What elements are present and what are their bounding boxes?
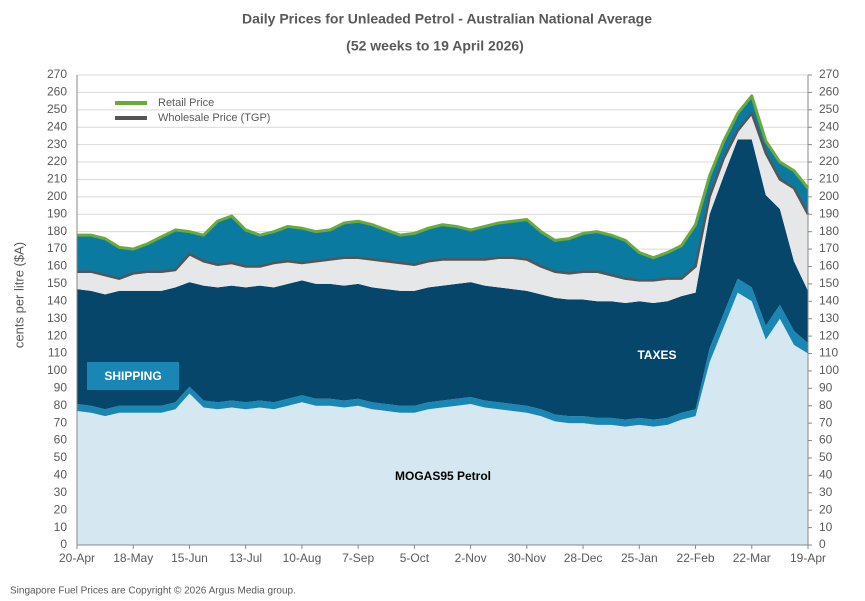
y-tick-label: 250 [47, 102, 67, 116]
band-area [77, 113, 808, 304]
y-tick-label: 240 [47, 119, 67, 133]
y2-tick-label: 100 [819, 363, 839, 377]
y-tick-label: 90 [54, 381, 68, 395]
area-label: TAXES [637, 348, 676, 362]
y-tick-label: 180 [47, 224, 67, 238]
footer: Singapore Fuel Prices are Copyright © 20… [10, 586, 296, 597]
y2-tick-label: 230 [819, 137, 839, 151]
y2-tick-label: 70 [819, 415, 833, 429]
price-line [77, 112, 810, 282]
y-tick-label: 160 [47, 259, 67, 273]
band-area [77, 95, 808, 281]
y2-tick-label: 250 [819, 102, 839, 116]
y2-tick-label: 170 [819, 241, 839, 255]
x-tick-label: 28-Dec [564, 551, 603, 565]
y-tick-label: 260 [47, 85, 67, 99]
legend-label: Wholesale Price (TGP) [158, 112, 270, 124]
y-tick-label: 20 [54, 502, 68, 516]
y2-tick-label: 80 [819, 398, 833, 412]
y-tick-label: 140 [47, 293, 67, 307]
y2-tick-label: 220 [819, 154, 839, 168]
y-tick-label: 80 [54, 398, 68, 412]
y-tick-label: 30 [54, 485, 68, 499]
price-line [77, 94, 810, 260]
x-tick-label: 13-Jul [229, 551, 262, 565]
y2-tick-label: 160 [819, 259, 839, 273]
y2-tick-label: 270 [819, 67, 839, 81]
y-tick-label: 130 [47, 311, 67, 325]
y2-tick-label: 200 [819, 189, 839, 203]
y2-tick-label: 240 [819, 119, 839, 133]
y-tick-label: 70 [54, 415, 68, 429]
y-tick-label: 110 [48, 346, 67, 360]
stacked-area [77, 139, 808, 420]
y2-tick-label: 210 [819, 172, 839, 186]
y-tick-label: 270 [47, 67, 67, 81]
y-tick-label: 170 [47, 241, 67, 255]
x-tick-label: 22-Mar [733, 551, 771, 565]
y-tick-label: 50 [54, 450, 68, 464]
y2-tick-label: 30 [819, 485, 833, 499]
y-tick-label: 60 [54, 433, 68, 447]
y-tick-label: 230 [47, 137, 67, 151]
x-tick-label: 5-Oct [400, 551, 430, 565]
y2-tick-label: 60 [819, 433, 833, 447]
shipping-label-box [87, 362, 179, 390]
y2-tick-label: 90 [819, 381, 833, 395]
y-tick-label: 40 [54, 468, 68, 482]
y2-tick-label: 190 [819, 206, 839, 220]
y2-tick-label: 180 [819, 224, 839, 238]
chart-subtitle: (52 weeks to 19 April 2026) [346, 38, 524, 54]
y-axis-label: cents per litre ($A) [11, 242, 26, 348]
x-tick-label: 20-Apr [59, 551, 95, 565]
area-label: MOGAS95 Petrol [395, 469, 491, 483]
chart-title: Daily Prices for Unleaded Petrol - Austr… [242, 11, 652, 27]
y-tick-label: 200 [47, 189, 67, 203]
x-tick-label: 25-Jan [621, 551, 658, 565]
x-tick-label: 15-Jun [171, 551, 208, 565]
y-tick-label: 220 [47, 154, 67, 168]
y-tick-label: 190 [47, 206, 67, 220]
stacked-area [77, 292, 808, 545]
area-label: SHIPPING [104, 369, 161, 383]
y2-tick-label: 50 [819, 450, 833, 464]
y2-tick-label: 40 [819, 468, 833, 482]
y-tick-label: 150 [47, 276, 67, 290]
y2-tick-label: 120 [819, 328, 839, 342]
y2-tick-label: 140 [819, 293, 839, 307]
y2-tick-label: 150 [819, 276, 839, 290]
y2-tick-label: 110 [819, 346, 838, 360]
y-tick-label: 210 [47, 172, 67, 186]
x-tick-label: 22-Feb [677, 551, 715, 565]
x-tick-label: 19-Apr [790, 551, 826, 565]
x-tick-label: 18-May [113, 551, 153, 565]
y2-tick-label: 130 [819, 311, 839, 325]
y-tick-label: 0 [60, 537, 67, 551]
x-tick-label: 2-Nov [455, 551, 487, 565]
y2-tick-label: 20 [819, 502, 833, 516]
y-tick-label: 10 [54, 520, 68, 534]
y-tick-label: 100 [47, 363, 67, 377]
x-tick-label: 30-Nov [508, 551, 547, 565]
y2-tick-label: 0 [819, 537, 826, 551]
x-tick-label: 10-Aug [283, 551, 322, 565]
y-tick-label: 120 [47, 328, 67, 342]
y2-tick-label: 10 [819, 520, 833, 534]
stacked-area [77, 278, 808, 427]
y2-tick-label: 260 [819, 85, 839, 99]
x-tick-label: 7-Sep [342, 551, 374, 565]
legend-label: Retail Price [158, 97, 214, 109]
